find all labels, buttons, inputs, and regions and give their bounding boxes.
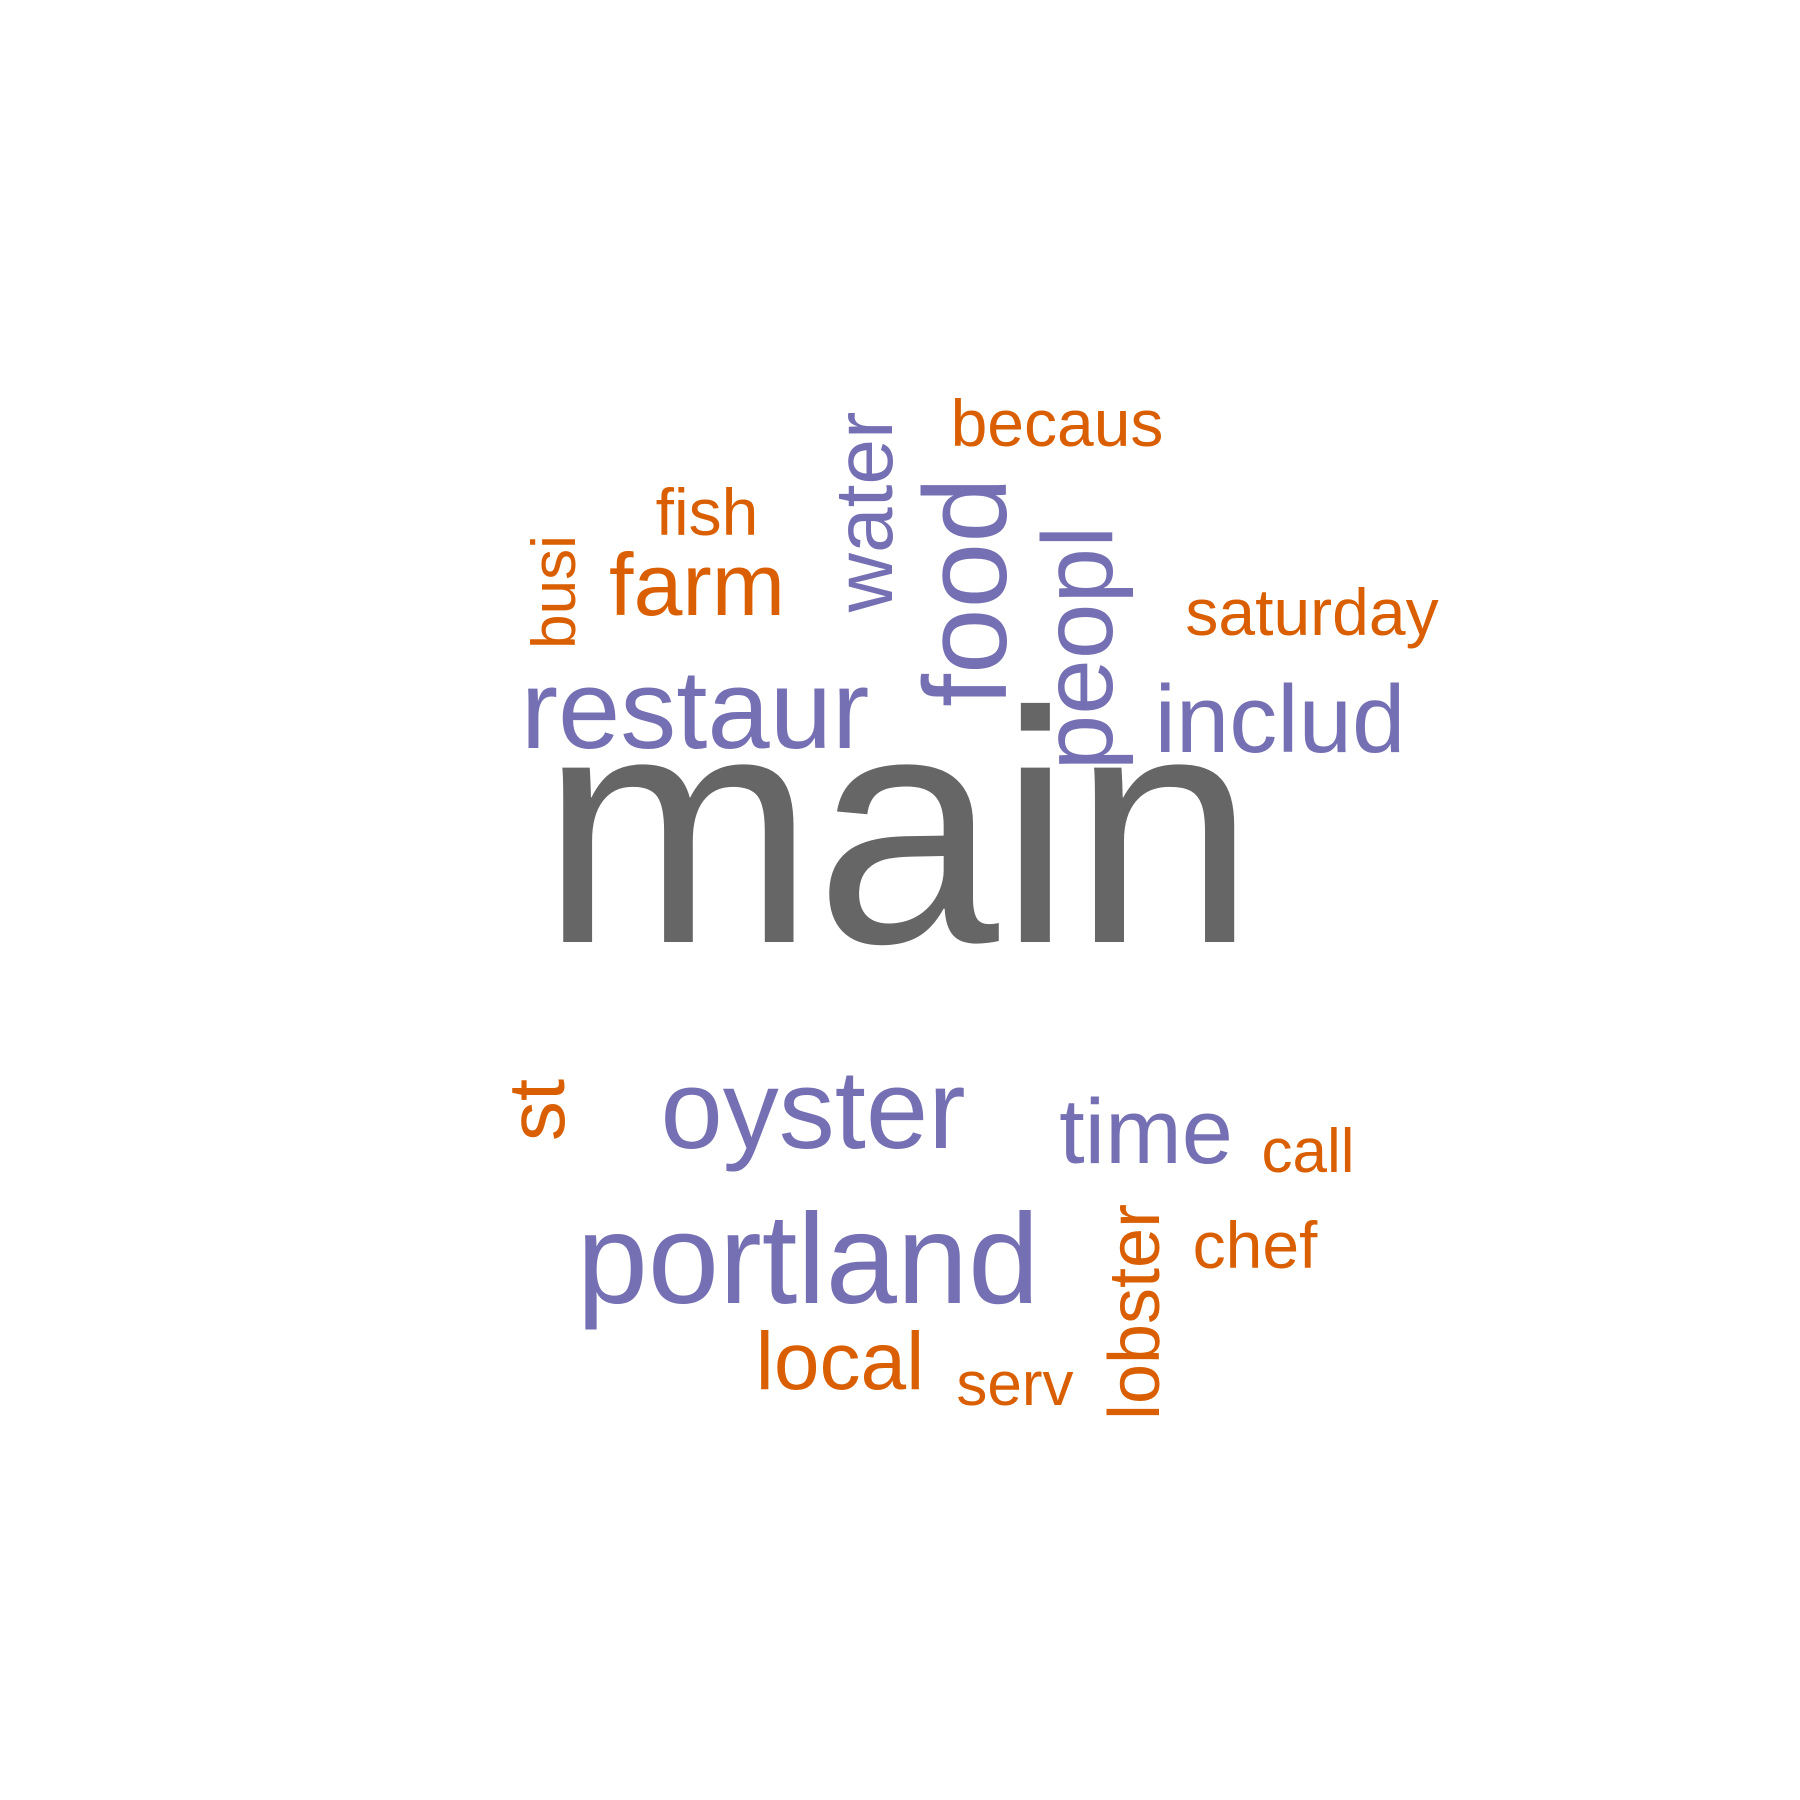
word-includ: includ [1154,666,1406,773]
word-lobster: lobster [1095,1203,1175,1421]
word-main: main [540,643,1256,1012]
word-peopl: peopl [1022,525,1134,771]
word-farm: farm [609,535,785,634]
word-saturday: saturday [1185,575,1439,649]
word-time: time [1059,1081,1233,1183]
word-chef: chef [1192,1208,1318,1282]
word-call: call [1261,1117,1355,1186]
word-portland: portland [576,1188,1040,1331]
word-oyster: oyster [660,1047,966,1172]
word-water: water [819,411,910,613]
word-fish: fish [655,475,759,549]
word-restaur: restaur [520,647,870,772]
word-busi: busi [520,535,589,649]
word-st: st [492,1078,581,1142]
word-food: food [900,477,1032,707]
word-local: local [755,1316,925,1407]
word-serv: serv [956,1350,1074,1419]
word-becaus: becaus [950,386,1164,460]
